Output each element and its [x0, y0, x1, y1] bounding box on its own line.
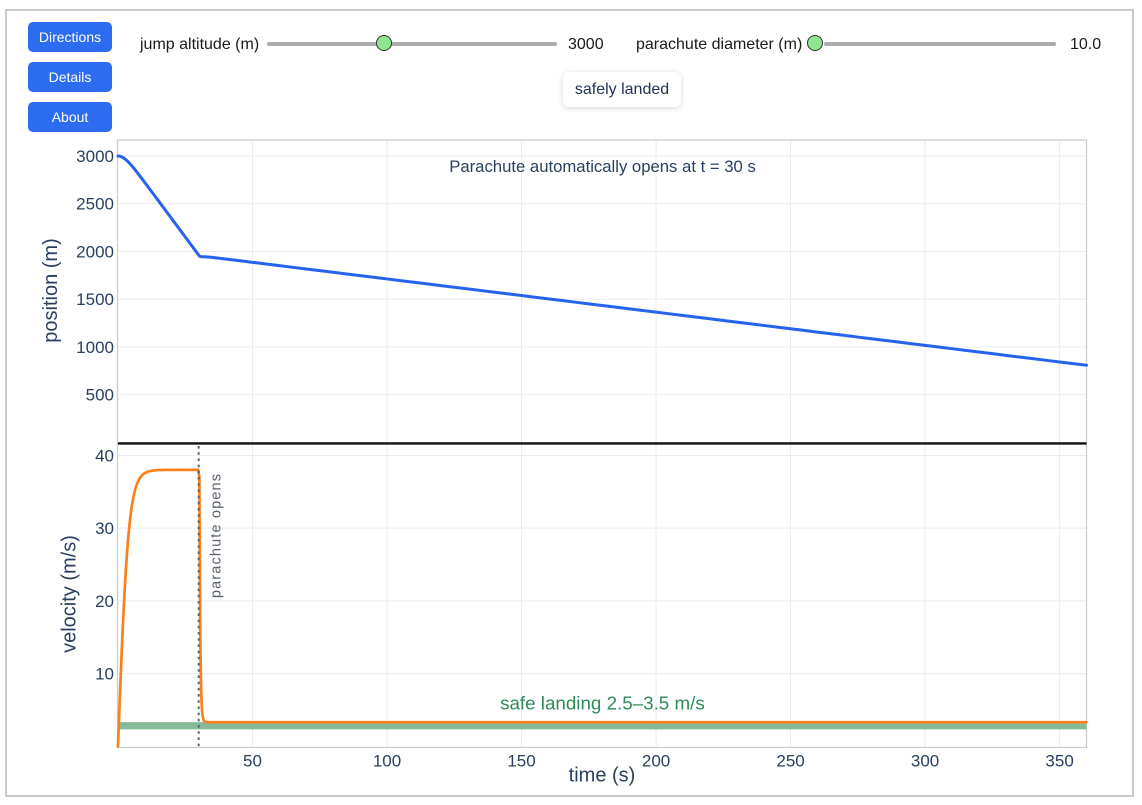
svg-text:velocity (m/s): velocity (m/s) — [59, 535, 81, 653]
svg-text:safe landing 2.5–3.5 m/s: safe landing 2.5–3.5 m/s — [500, 692, 705, 713]
svg-text:500: 500 — [86, 386, 114, 405]
svg-text:position (m): position (m) — [40, 238, 62, 342]
svg-text:1000: 1000 — [76, 338, 114, 357]
svg-text:200: 200 — [642, 751, 670, 770]
svg-text:10: 10 — [95, 664, 114, 683]
svg-text:20: 20 — [95, 592, 114, 611]
svg-text:2000: 2000 — [76, 242, 114, 261]
svg-text:100: 100 — [373, 751, 401, 770]
svg-text:300: 300 — [911, 751, 939, 770]
svg-text:250: 250 — [776, 751, 804, 770]
svg-text:Parachute automatically opens: Parachute automatically opens at t = 30 … — [449, 157, 756, 176]
svg-text:150: 150 — [507, 751, 535, 770]
svg-text:2500: 2500 — [76, 195, 114, 214]
svg-text:time (s): time (s) — [569, 765, 636, 787]
svg-text:30: 30 — [95, 519, 114, 538]
svg-text:1500: 1500 — [76, 290, 114, 309]
svg-text:parachute opens: parachute opens — [208, 473, 224, 598]
svg-text:3000: 3000 — [76, 147, 114, 166]
svg-text:350: 350 — [1045, 751, 1073, 770]
svg-text:50: 50 — [243, 751, 262, 770]
svg-text:40: 40 — [95, 446, 114, 465]
